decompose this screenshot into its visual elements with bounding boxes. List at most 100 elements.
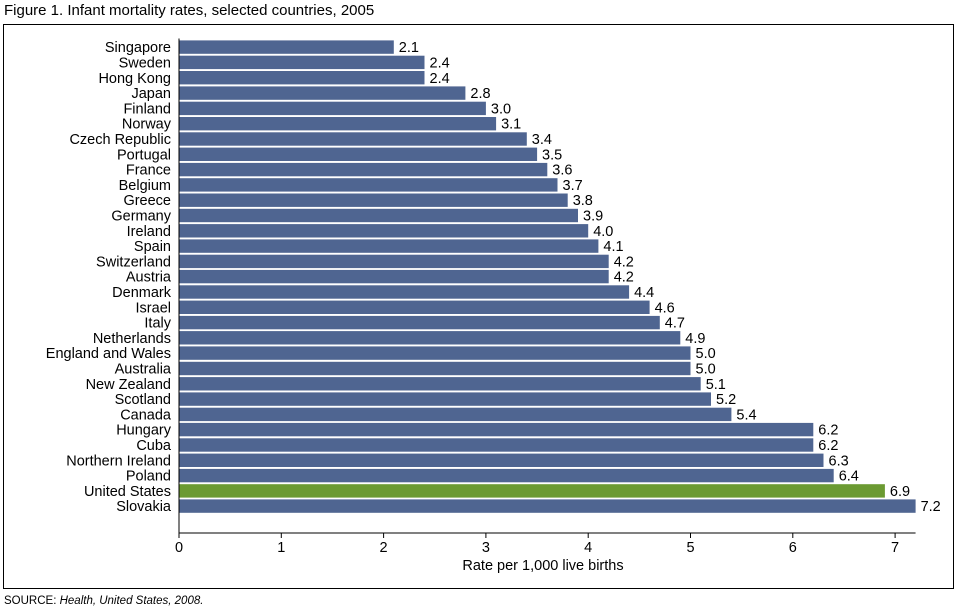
data-label-hong-kong: 2.4 [430,71,450,87]
data-label-france: 3.6 [552,163,572,179]
data-label-greece: 3.8 [573,193,593,209]
bar-portugal [179,147,538,161]
x-tick-label-0: 0 [175,540,183,556]
bar-czech-republic [179,132,527,146]
data-label-poland: 6.4 [839,469,859,485]
data-label-northern-ireland: 6.3 [829,453,849,469]
source-note: SOURCE: Health, United States, 2008. [4,594,203,608]
bar-scotland [179,392,711,406]
data-label-slovakia: 7.2 [921,499,941,515]
data-label-ireland: 4.0 [593,224,613,240]
x-tick-label-5: 5 [686,540,694,556]
bar-finland [179,101,486,116]
category-label-united-states: United States [84,484,171,500]
bar-japan [179,86,466,100]
category-label-portugal: Portugal [117,147,171,163]
data-label-new-zealand: 5.1 [706,377,726,393]
bar-netherlands [179,331,681,345]
bar-germany [179,208,578,223]
category-label-cuba: Cuba [136,438,172,454]
x-tick-label-4: 4 [584,540,592,556]
x-tick-label-2: 2 [380,540,388,556]
category-label-japan: Japan [131,86,171,102]
category-label-canada: Canada [120,407,172,423]
data-label-scotland: 5.2 [716,392,736,408]
data-label-germany: 3.9 [583,209,603,225]
x-tick-label-7: 7 [891,540,899,556]
data-label-denmark: 4.4 [634,285,654,301]
data-label-united-states: 6.9 [890,484,910,500]
data-label-hungary: 6.2 [818,423,838,439]
bar-italy [179,315,660,330]
data-label-finland: 3.0 [491,101,511,117]
category-label-italy: Italy [144,316,171,332]
data-label-norway: 3.1 [501,117,521,133]
data-label-netherlands: 4.9 [685,331,705,347]
category-label-ireland: Ireland [127,224,171,240]
bar-poland [179,468,834,483]
bar-england-and-wales [179,346,691,360]
category-label-germany: Germany [111,209,171,225]
bar-hungary [179,422,814,437]
data-label-cuba: 6.2 [818,438,838,454]
category-label-poland: Poland [126,469,171,485]
category-label-singapore: Singapore [105,40,171,56]
data-label-sweden: 2.4 [430,55,450,71]
bar-spain [179,239,599,253]
data-label-japan: 2.8 [470,86,490,102]
category-label-norway: Norway [122,117,172,133]
data-label-singapore: 2.1 [399,40,419,56]
x-tick-label-1: 1 [277,540,285,556]
category-label-hong-kong: Hong Kong [98,71,171,87]
bar-belgium [179,178,558,192]
category-label-israel: Israel [136,300,171,316]
data-label-switzerland: 4.2 [614,254,634,270]
bar-austria [179,269,609,284]
bar-france [179,162,548,177]
category-label-czech-republic: Czech Republic [69,132,171,148]
category-label-austria: Austria [126,270,172,286]
data-label-italy: 4.7 [665,316,685,332]
data-label-belgium: 3.7 [563,178,583,194]
category-label-scotland: Scotland [115,392,171,408]
data-label-england-and-wales: 5.0 [696,346,716,362]
data-label-austria: 4.2 [614,270,634,286]
x-tick-label-3: 3 [482,540,490,556]
category-label-new-zealand: New Zealand [86,377,171,393]
bar-canada [179,407,732,422]
bar-new-zealand [179,377,701,391]
category-label-greece: Greece [123,193,171,209]
bar-hong-kong [179,71,425,85]
bar-united-states [179,484,885,498]
category-label-netherlands: Netherlands [93,331,171,347]
data-label-canada: 5.4 [736,407,756,423]
bar-israel [179,300,650,314]
data-label-israel: 4.6 [655,300,675,316]
source-prefix: SOURCE: [4,595,60,607]
bar-cuba [179,438,814,452]
bar-australia [179,361,691,376]
category-label-finland: Finland [123,101,171,117]
category-label-hungary: Hungary [116,423,172,439]
bar-slovakia [179,499,916,513]
data-label-spain: 4.1 [603,239,623,255]
x-tick-label-6: 6 [789,540,797,556]
bar-norway [179,117,497,131]
data-label-portugal: 3.5 [542,147,562,163]
category-label-northern-ireland: Northern Ireland [66,453,171,469]
category-label-denmark: Denmark [112,285,172,301]
bar-denmark [179,285,630,299]
source-publication: Health, United States, 2008. [59,595,204,607]
bar-ireland [179,224,589,238]
bar-northern-ireland [179,453,824,467]
bar-greece [179,193,568,207]
bar-sweden [179,55,425,70]
category-label-england-and-wales: England and Wales [46,346,171,362]
category-label-australia: Australia [115,361,172,377]
category-label-slovakia: Slovakia [116,499,172,515]
data-label-australia: 5.0 [696,361,716,377]
category-label-belgium: Belgium [119,178,171,194]
category-label-switzerland: Switzerland [96,254,171,270]
x-axis-title: Rate per 1,000 live births [462,558,623,574]
